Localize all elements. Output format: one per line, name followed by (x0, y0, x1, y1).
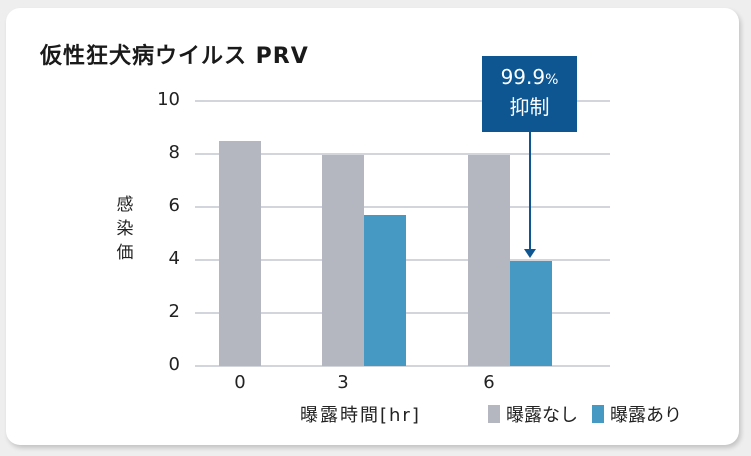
y-tick-label: 8 (168, 142, 180, 163)
y-tick-label: 4 (168, 248, 180, 269)
bar-unexposed-0hr (219, 140, 261, 366)
y-tick-label: 0 (168, 354, 180, 375)
legend-swatch-blue (592, 405, 604, 423)
gridline (195, 365, 610, 367)
y-tick-label: 6 (168, 195, 180, 216)
y-axis-label: 感染価 (116, 195, 134, 263)
bar-exposed-3hr (364, 214, 406, 366)
arrow-down-icon (524, 249, 536, 258)
x-axis-label: 曝露時間[hr] (300, 405, 421, 426)
x-tick-label: 3 (337, 372, 349, 393)
bar-exposed-6hr (510, 261, 552, 366)
gridline (195, 153, 610, 155)
reduction-callout: 99.9% 抑制 (482, 56, 577, 132)
gridline (195, 206, 610, 208)
legend: 曝露なし 曝露あり (488, 401, 696, 427)
x-tick-label: 0 (234, 372, 246, 393)
y-tick-label: 2 (168, 301, 180, 322)
gridline (195, 100, 610, 102)
legend-swatch-gray (488, 405, 500, 423)
callout-arrow-line (529, 132, 531, 250)
callout-percent-sign: % (545, 72, 559, 88)
legend-item-exposed: 曝露あり (592, 401, 682, 427)
bar-unexposed-3hr (322, 155, 364, 366)
legend-label-unexposed: 曝露なし (506, 405, 578, 426)
callout-label: 抑制 (509, 95, 550, 119)
x-tick-label: 6 (483, 372, 495, 393)
chart-title: 仮性狂犬病ウイルス PRV (40, 44, 309, 69)
y-tick-label: 10 (157, 89, 180, 110)
bar-unexposed-6hr (468, 155, 510, 366)
legend-label-exposed: 曝露あり (610, 405, 682, 426)
legend-item-unexposed: 曝露なし (488, 401, 578, 427)
callout-percent: 99.9 (500, 65, 546, 89)
